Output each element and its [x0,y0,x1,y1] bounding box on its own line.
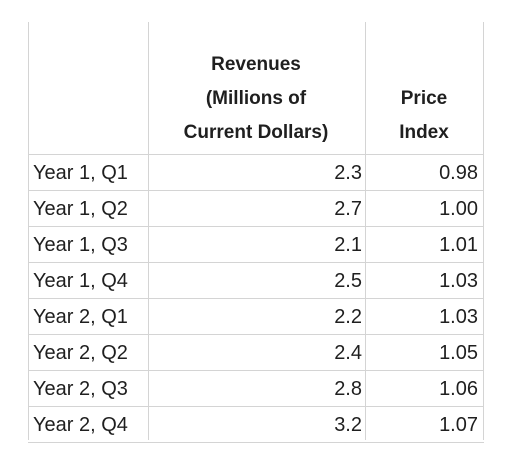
row-divider [28,334,484,335]
period-cell[interactable]: Year 1, Q3 [33,234,128,256]
row-divider [28,442,484,443]
price-index-cell[interactable]: 0.98 [439,162,478,184]
column-divider [148,22,149,440]
price-index-cell[interactable]: 1.06 [439,378,478,400]
period-cell[interactable]: Year 1, Q4 [33,270,128,292]
row-divider [28,370,484,371]
price-index-cell[interactable]: 1.07 [439,414,478,436]
row-divider [28,406,484,407]
column-divider [365,22,366,440]
column-divider [483,22,484,440]
revenue-cell[interactable]: 2.5 [334,270,362,292]
period-cell[interactable]: Year 2, Q3 [33,378,128,400]
row-divider [28,154,484,155]
revenues-header-line1: Revenues [211,54,301,75]
period-cell[interactable]: Year 2, Q4 [33,414,128,436]
period-cell[interactable]: Year 1, Q1 [33,162,128,184]
period-cell[interactable]: Year 2, Q2 [33,342,128,364]
revenues-header-line2: (Millions of [205,88,307,109]
price-index-cell[interactable]: 1.03 [439,270,478,292]
revenue-cell[interactable]: 2.3 [334,162,362,184]
period-cell[interactable]: Year 2, Q1 [33,306,128,328]
price-index-cell[interactable]: 1.03 [439,306,478,328]
price-index-cell[interactable]: 1.05 [439,342,478,364]
period-cell[interactable]: Year 1, Q2 [33,198,128,220]
row-divider [28,298,484,299]
price-header-line2: Index [399,122,449,143]
row-divider [28,190,484,191]
row-divider [28,226,484,227]
revenue-cell[interactable]: 3.2 [334,414,362,436]
column-divider [28,22,29,440]
revenue-cell[interactable]: 2.7 [334,198,362,220]
revenues-header-line3: Current Dollars) [183,122,329,143]
revenue-cell[interactable]: 2.4 [334,342,362,364]
row-divider [28,262,484,263]
revenue-cell[interactable]: 2.2 [334,306,362,328]
revenue-cell[interactable]: 2.1 [334,234,362,256]
price-index-cell[interactable]: 1.00 [439,198,478,220]
price-index-cell[interactable]: 1.01 [439,234,478,256]
revenue-cell[interactable]: 2.8 [334,378,362,400]
price-header-line1: Price [400,88,448,109]
